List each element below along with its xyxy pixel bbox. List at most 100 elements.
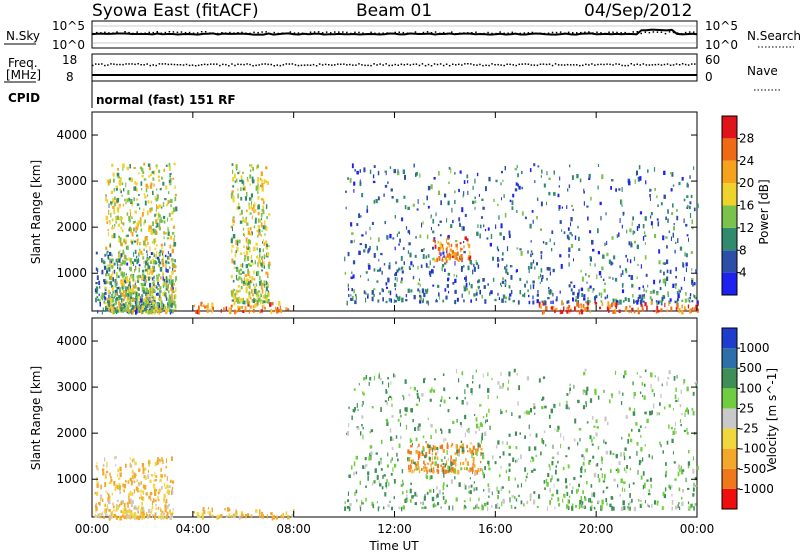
scatter-cell — [147, 514, 149, 517]
nave-dot — [433, 63, 436, 65]
scatter-cell — [486, 237, 489, 240]
scatter-cell — [112, 306, 115, 310]
scatter-cell — [142, 496, 145, 502]
scatter-cell — [673, 223, 675, 226]
scatter-cell — [127, 504, 129, 508]
scatter-cell — [512, 457, 515, 462]
scatter-cell — [575, 310, 578, 313]
scatter-cell — [586, 205, 589, 208]
scatter-cell — [675, 399, 678, 403]
scatter-cell — [146, 512, 148, 517]
scatter-cell — [382, 475, 384, 479]
scatter-cell — [151, 500, 153, 506]
scatter-cell — [107, 297, 110, 301]
scatter-cell — [588, 461, 591, 465]
scatter-cell — [620, 199, 622, 205]
scatter-cell — [626, 465, 628, 469]
scatter-cell — [153, 487, 156, 491]
scatter-cell — [472, 381, 474, 384]
scatter-cell — [501, 440, 504, 445]
scatter-cell — [511, 200, 514, 206]
scatter-cell — [454, 260, 456, 266]
scatter-cell — [547, 297, 550, 300]
nave-dot — [170, 63, 173, 66]
scatter-cell — [659, 300, 662, 303]
scatter-cell — [478, 426, 481, 431]
scatter-cell — [663, 271, 665, 276]
colorbar-tick-label: 4 — [739, 266, 747, 280]
noise-search-dot — [301, 32, 304, 34]
scatter-cell — [644, 231, 646, 234]
scatter-cell — [260, 279, 263, 285]
scatter-cell — [551, 475, 553, 480]
scatter-cell — [156, 276, 159, 281]
scatter-cell — [584, 368, 587, 372]
scatter-cell — [580, 504, 583, 508]
scatter-cell — [613, 302, 616, 306]
scatter-cell — [174, 193, 177, 197]
scatter-cell — [249, 279, 251, 284]
scatter-cell — [543, 480, 546, 484]
scatter-cell — [131, 309, 134, 315]
scatter-cell — [584, 496, 586, 499]
scatter-cell — [486, 419, 488, 422]
scatter-cell — [600, 468, 602, 471]
scatter-cell — [170, 259, 173, 263]
scatter-cell — [461, 445, 463, 448]
scatter-cell — [415, 236, 417, 239]
scatter-cell — [131, 499, 134, 504]
scatter-cell — [404, 407, 407, 412]
scatter-cell — [149, 287, 152, 293]
scatter-cell — [401, 270, 404, 274]
scatter-cell — [234, 293, 236, 296]
scatter-cell — [543, 309, 545, 314]
colorbar-segment — [722, 448, 737, 469]
nave-dot — [548, 63, 551, 65]
scatter-cell — [396, 452, 398, 457]
scatter-cell — [96, 481, 99, 485]
scatter-cell — [437, 240, 439, 244]
scatter-cell — [447, 242, 450, 245]
scatter-cell — [97, 310, 99, 314]
noise-left-tick-top: 10^5 — [52, 19, 85, 33]
scatter-cell — [583, 297, 586, 301]
scatter-cell — [444, 463, 446, 468]
scatter-cell — [350, 240, 353, 244]
scatter-cell — [128, 309, 131, 315]
scatter-cell — [137, 220, 140, 225]
nave-dot — [113, 63, 115, 65]
scatter-cell — [125, 286, 127, 292]
scatter-cell — [139, 217, 142, 222]
scatter-cell — [394, 283, 397, 287]
scatter-cell — [160, 512, 163, 516]
scatter-cell — [393, 479, 396, 484]
nave-dot — [188, 64, 191, 67]
scatter-cell — [443, 387, 446, 392]
scatter-cell — [476, 448, 479, 452]
scatter-cell — [434, 241, 436, 244]
scatter-cell — [468, 243, 471, 248]
noise-search-dot — [100, 32, 102, 34]
scatter-cell — [134, 286, 137, 289]
scatter-cell — [478, 279, 481, 283]
scatter-cell — [480, 468, 482, 472]
nave-dot — [654, 63, 657, 66]
scatter-cell — [248, 300, 251, 305]
scatter-cell — [612, 277, 614, 280]
scatter-cell — [97, 501, 101, 505]
scatter-cell — [263, 283, 266, 287]
nave-dot — [355, 64, 357, 66]
scatter-cell — [441, 444, 444, 450]
scatter-cell — [498, 297, 500, 300]
scatter-cell — [149, 308, 152, 312]
scatter-cell — [594, 301, 598, 305]
scatter-cell — [379, 377, 382, 381]
scatter-cell — [249, 212, 252, 215]
scatter-cell — [683, 378, 686, 384]
scatter-cell — [536, 505, 539, 509]
scatter-cell — [525, 479, 527, 482]
scatter-cell — [267, 264, 270, 268]
scatter-cell — [121, 216, 123, 220]
scatter-cell — [623, 455, 626, 461]
scatter-cell — [100, 512, 103, 516]
